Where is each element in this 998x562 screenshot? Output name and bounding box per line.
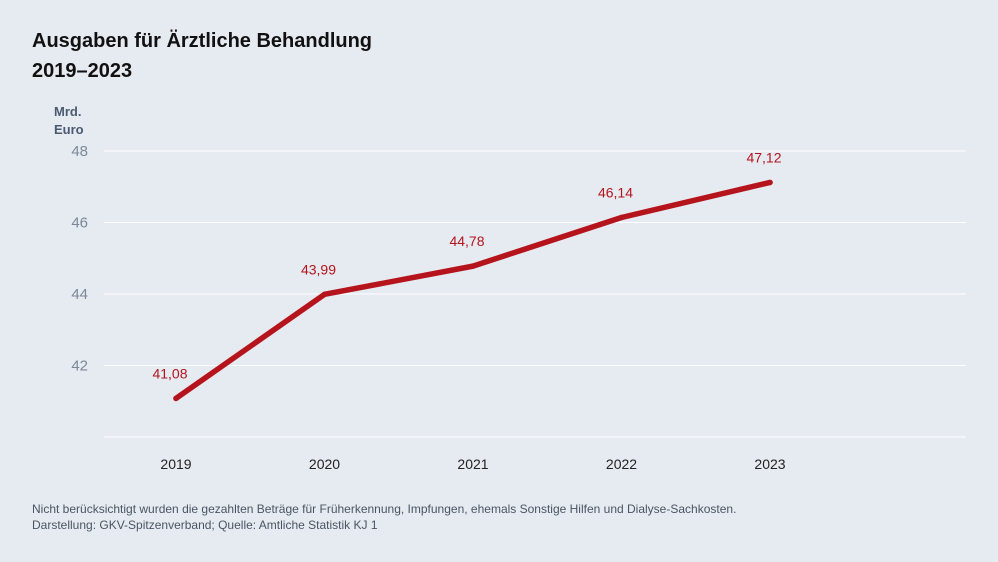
y-axis-unit-line2: Euro — [54, 122, 84, 137]
chart-title-line1: Ausgaben für Ärztliche Behandlung — [32, 30, 373, 52]
chart-title-line2: 2019–2023 — [32, 60, 133, 82]
x-tick-label: 2020 — [309, 456, 340, 472]
data-point — [173, 395, 179, 402]
data-point — [321, 291, 328, 298]
data-point — [767, 179, 773, 186]
footnote-source: Darstellung: GKV-Spitzenverband; Quelle:… — [32, 518, 378, 532]
line-chart: 42 44 46 48 2019 2020 2021 2022 2023 41,08 43,99 44… — [71, 143, 966, 472]
y-axis-unit-line1: Mrd. — [54, 104, 82, 119]
data-label: 47,12 — [746, 149, 781, 165]
y-tick-label: 42 — [71, 358, 88, 375]
y-tick-label: 48 — [71, 143, 88, 160]
x-tick-label: 2021 — [457, 456, 488, 472]
data-label: 43,99 — [301, 261, 336, 277]
y-tick-label: 44 — [71, 286, 88, 303]
chart-title: Ausgaben für Ärztliche Behandlung 2019–2… — [32, 26, 372, 86]
series-line — [173, 179, 773, 402]
data-label: 44,78 — [449, 233, 484, 249]
y-axis-unit-label: Mrd. Euro — [54, 103, 84, 139]
footnote-line1: Nicht berücksichtigt wurden die gezahlte… — [32, 502, 737, 516]
data-point — [470, 263, 476, 269]
data-label: 41,08 — [152, 365, 187, 381]
y-tick-label: 46 — [71, 215, 88, 232]
footnote: Nicht berücksichtigt wurden die gezahlte… — [32, 501, 736, 533]
x-tick-label: 2019 — [160, 456, 191, 472]
x-tick-label: 2022 — [606, 456, 637, 472]
x-tick-label: 2023 — [754, 456, 785, 472]
data-label: 46,14 — [598, 184, 633, 200]
data-point — [618, 214, 625, 221]
